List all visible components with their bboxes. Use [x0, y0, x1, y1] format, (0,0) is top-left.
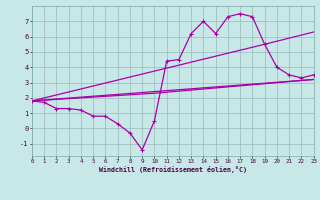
- X-axis label: Windchill (Refroidissement éolien,°C): Windchill (Refroidissement éolien,°C): [99, 166, 247, 173]
